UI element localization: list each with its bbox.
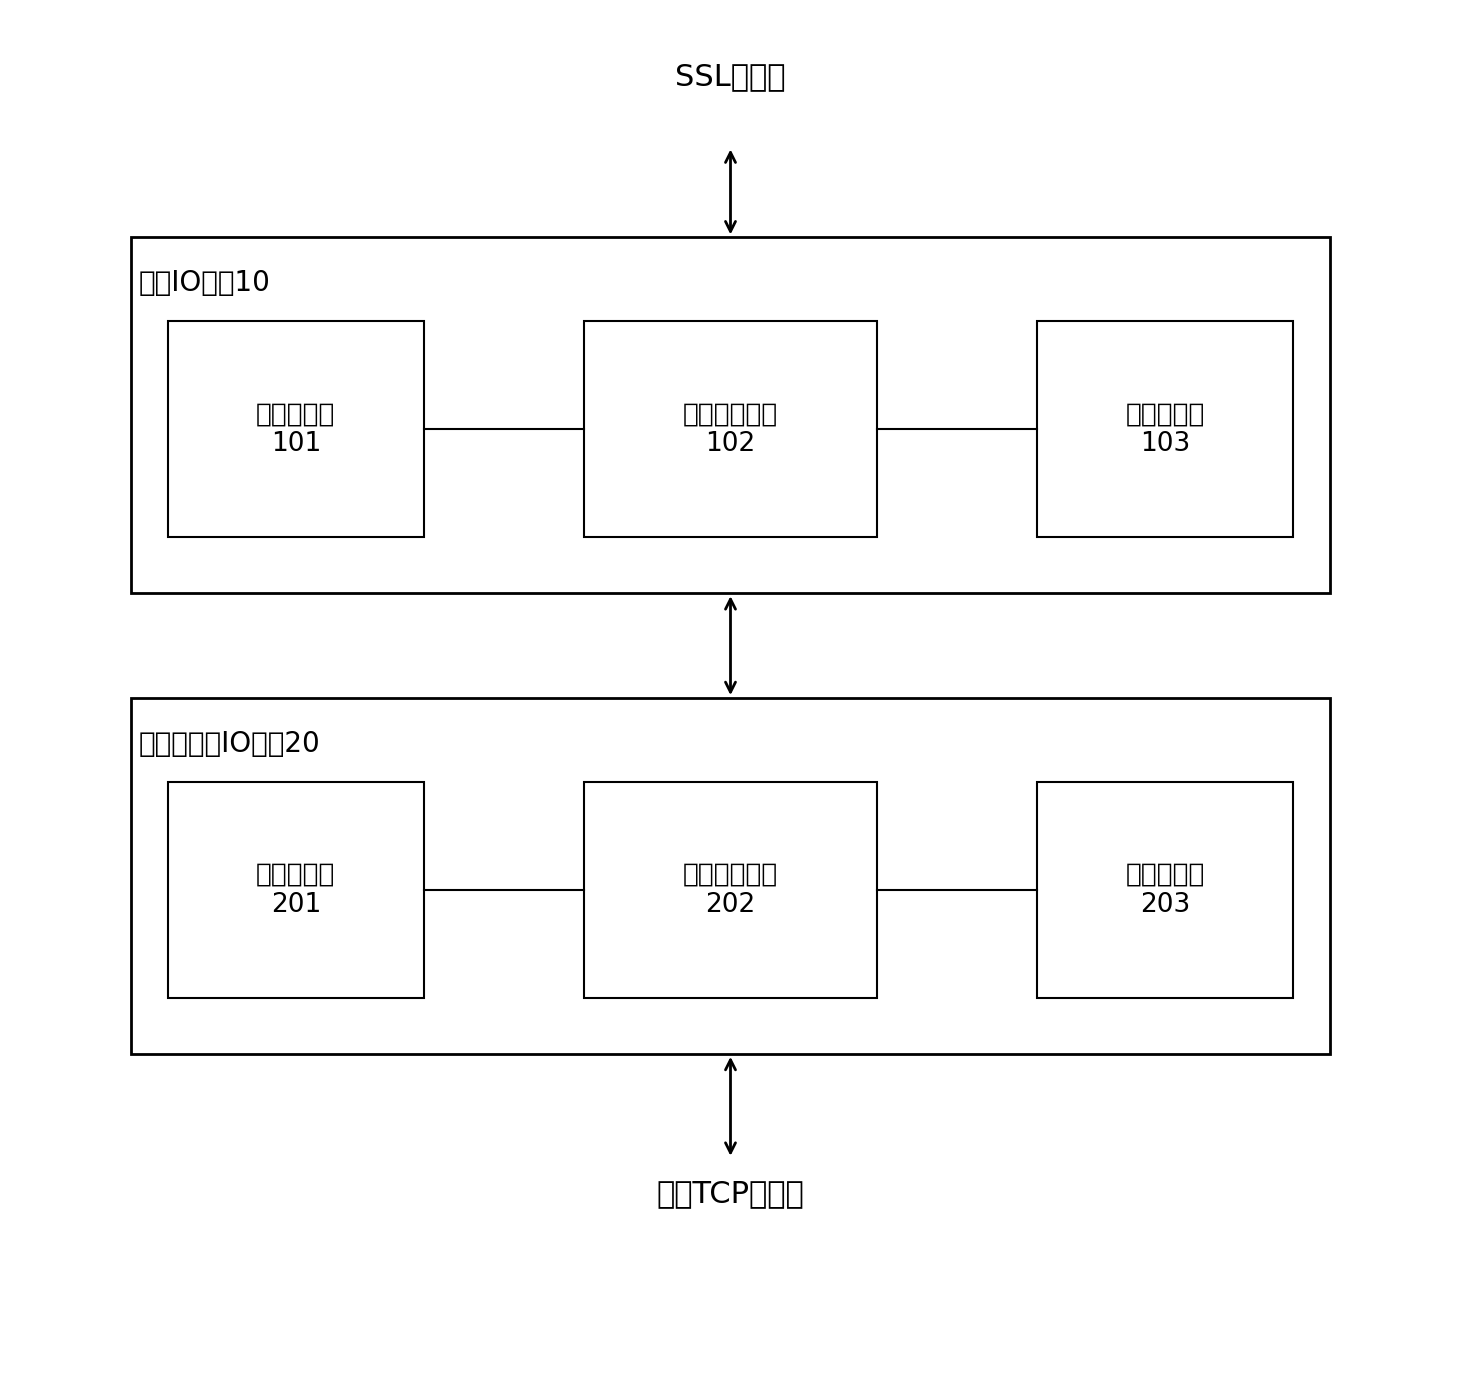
Text: 抽象读接口
101: 抽象读接口 101 (256, 401, 336, 458)
Bar (584, 321, 877, 537)
Text: 实际写接口
203: 实际写接口 203 (1125, 861, 1205, 919)
Text: SSL协议栈: SSL协议栈 (675, 63, 786, 91)
Bar (584, 782, 877, 998)
Text: 专用TCP协议栈: 专用TCP协议栈 (656, 1180, 805, 1208)
Bar (1037, 782, 1293, 998)
Text: 抽象IO接口10: 抽象IO接口10 (139, 269, 270, 297)
Bar (131, 698, 1330, 1054)
Text: 实际读接口
201: 实际读接口 201 (256, 861, 336, 919)
Bar (1037, 321, 1293, 537)
Text: 抽象写接口
103: 抽象写接口 103 (1125, 401, 1205, 458)
Bar (131, 237, 1330, 593)
Text: 接口管理单元
102: 接口管理单元 102 (682, 401, 779, 458)
Text: 非连续内存IO接口20: 非连续内存IO接口20 (139, 730, 320, 758)
Text: 数据操作单元
202: 数据操作单元 202 (682, 861, 779, 919)
Bar (168, 782, 424, 998)
Bar (168, 321, 424, 537)
